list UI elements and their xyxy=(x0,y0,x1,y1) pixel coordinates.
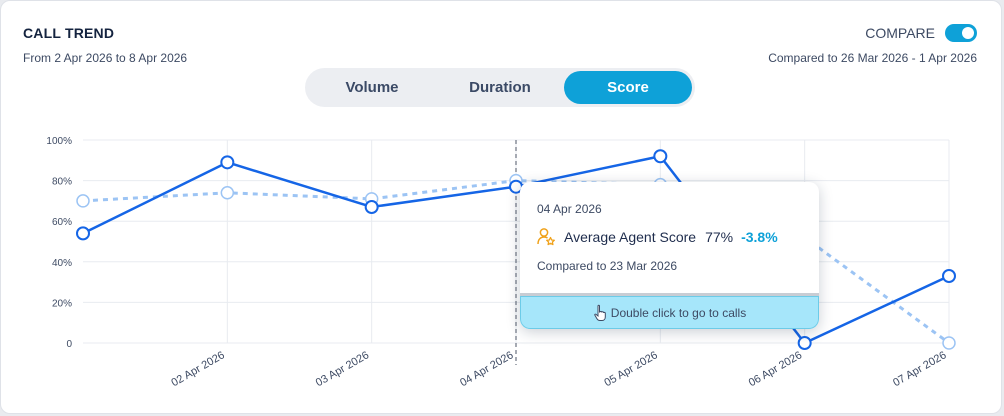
y-tick-label: 0 xyxy=(66,339,72,350)
x-tick-label: 06 Apr 2026 xyxy=(747,349,804,389)
x-tick-label: 02 Apr 2026 xyxy=(169,349,226,389)
y-tick-label: 100% xyxy=(46,136,72,147)
metric-tabs: Volume Duration Score xyxy=(305,68,695,107)
go-to-calls-button[interactable]: Double click to go to calls xyxy=(520,293,819,329)
y-tick-label: 20% xyxy=(52,298,72,309)
compare-point xyxy=(942,336,956,350)
pointer-hand-icon xyxy=(594,304,606,321)
tooltip-compared: Compared to 23 Mar 2026 xyxy=(537,259,678,273)
compare-point xyxy=(76,194,90,208)
x-tick-label: 04 Apr 2026 xyxy=(458,349,515,389)
y-tick-label: 60% xyxy=(52,217,72,228)
compare-range: Compared to 26 Mar 2026 - 1 Apr 2026 xyxy=(768,51,977,65)
agent-star-icon xyxy=(537,228,555,246)
tooltip-metric: Average Agent Score xyxy=(564,229,697,245)
tab-volume[interactable]: Volume xyxy=(345,79,399,96)
tooltip-delta: -3.8% xyxy=(741,229,778,245)
x-tick-label: 07 Apr 2026 xyxy=(891,349,948,389)
current-point xyxy=(76,226,90,241)
tab-duration[interactable]: Duration xyxy=(469,79,531,96)
x-tick-label: 05 Apr 2026 xyxy=(602,349,659,389)
current-point xyxy=(364,199,379,214)
tooltip-value: 77% xyxy=(705,229,734,245)
x-tick-label: 03 Apr 2026 xyxy=(314,349,371,389)
current-point xyxy=(797,336,812,350)
card-title: CALL TREND xyxy=(23,25,115,41)
current-point xyxy=(220,155,235,170)
y-tick-label: 40% xyxy=(52,258,72,269)
current-point xyxy=(653,149,668,164)
compare-label: COMPARE xyxy=(865,25,935,41)
chart-tooltip: 04 Apr 2026 Average Agent Score 77% -3.8… xyxy=(520,182,819,329)
date-range: From 2 Apr 2026 to 8 Apr 2026 xyxy=(23,51,188,65)
tab-score[interactable]: Score xyxy=(564,71,692,104)
tooltip-date: 04 Apr 2026 xyxy=(537,202,602,216)
y-tick-label: 80% xyxy=(52,177,72,188)
toggle-knob xyxy=(962,27,974,39)
compare-point xyxy=(220,186,235,200)
current-point xyxy=(942,269,956,284)
compare-toggle[interactable] xyxy=(945,24,977,42)
go-to-calls-label: Double click to go to calls xyxy=(610,305,747,320)
tooltip-metric-row: Average Agent Score 77% -3.8% xyxy=(536,227,778,247)
